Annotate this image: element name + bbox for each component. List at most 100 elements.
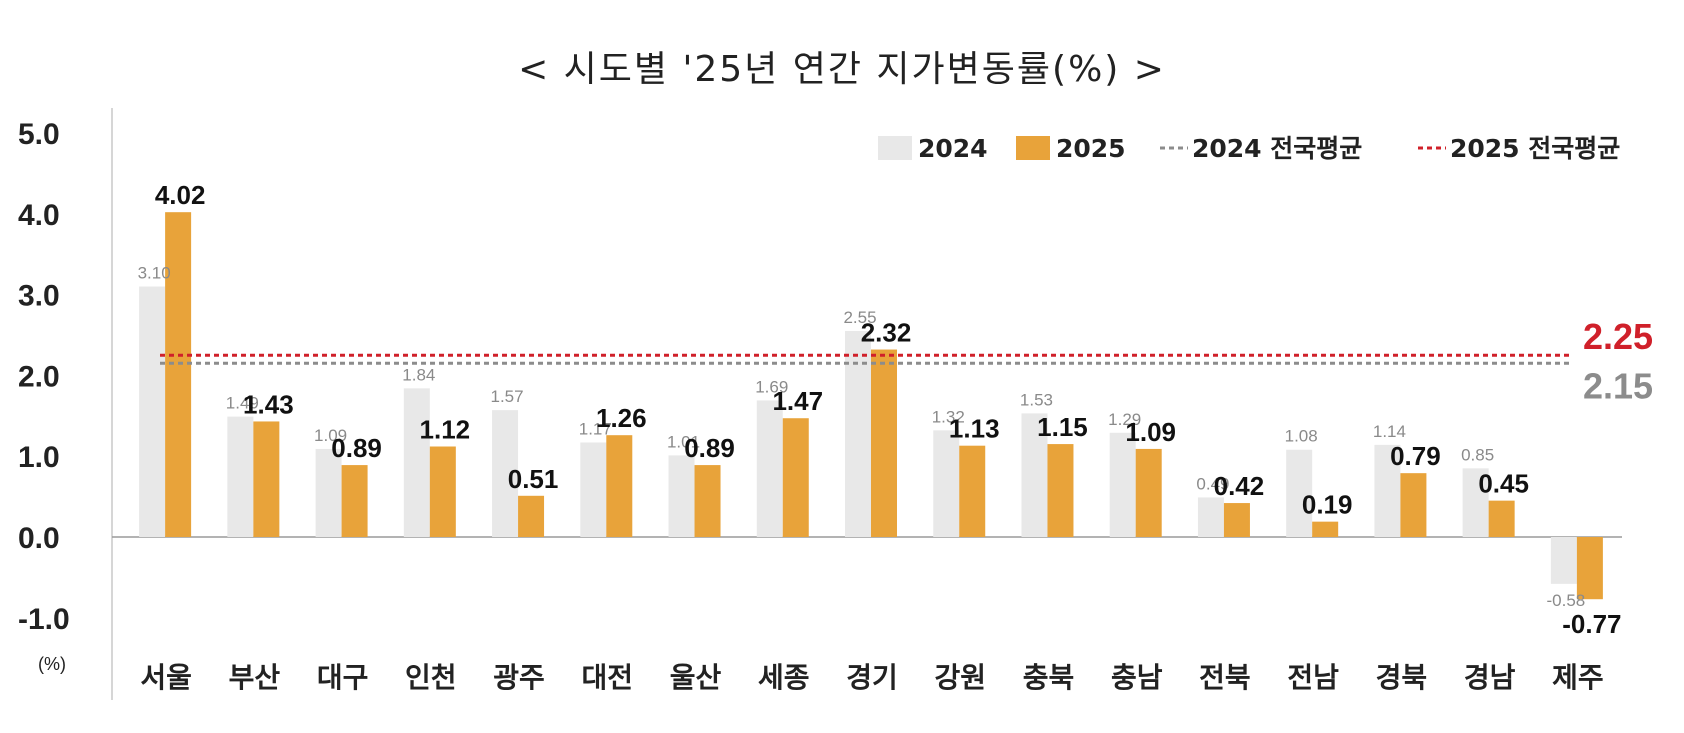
bar-2024 — [1197, 497, 1224, 537]
bar-2025 — [1488, 500, 1515, 537]
data-label-2025: 0.89 — [331, 433, 382, 463]
bar-2025 — [1576, 537, 1603, 600]
data-label-2024: 1.53 — [1020, 390, 1053, 409]
avg-label-2024: 2.15 — [1583, 365, 1653, 406]
x-category-label: 인천 — [405, 661, 457, 694]
bar-2024 — [403, 388, 430, 537]
data-label-2025: 1.13 — [949, 414, 1000, 444]
x-category-label: 충남 — [1111, 661, 1163, 694]
x-category-label: 경기 — [846, 661, 898, 694]
x-category-label: 울산 — [670, 661, 722, 694]
bar-2025 — [606, 435, 633, 537]
data-label-2024: 1.32 — [932, 407, 965, 426]
avg-label-2025: 2.25 — [1583, 316, 1653, 357]
x-category-label: 충북 — [1023, 661, 1075, 694]
bar-2024 — [1550, 537, 1577, 584]
data-label-2024: 1.29 — [1108, 410, 1141, 429]
data-label-2025: 1.43 — [243, 389, 294, 419]
data-label-2024: 1.17 — [579, 419, 612, 438]
data-label-2025: 1.47 — [772, 386, 823, 416]
bar-2025 — [518, 495, 545, 537]
data-label-2025: 0.79 — [1390, 441, 1441, 471]
y-tick-label: 4.0 — [18, 199, 60, 232]
y-tick-label: 1.0 — [18, 441, 60, 474]
legend-label-2025: 2025 — [1056, 134, 1126, 163]
data-label-2024: 1.01 — [667, 432, 700, 451]
chart-bars — [139, 212, 1603, 600]
data-label-2025: 0.89 — [684, 433, 735, 463]
x-category-label: 전북 — [1199, 661, 1251, 694]
data-label-2024: 1.84 — [402, 365, 435, 384]
data-label-2024: 1.08 — [1285, 427, 1318, 446]
bar-2024 — [1286, 449, 1313, 537]
chart-legend: 2024 2025 2024 전국평균 2025 전국평균 — [878, 134, 1620, 163]
data-label-2025: 0.42 — [1214, 471, 1265, 501]
bar-2025 — [694, 465, 721, 537]
bar-2025 — [782, 418, 809, 537]
x-category-label: 강원 — [934, 661, 986, 694]
bar-2025 — [253, 421, 280, 537]
bar-2024 — [139, 286, 166, 537]
data-label-2024: 0.85 — [1461, 445, 1494, 464]
bar-2025 — [429, 446, 456, 537]
bar-2024 — [668, 455, 695, 537]
x-category-label: 대구 — [317, 661, 369, 694]
data-label-2025: 0.19 — [1302, 490, 1353, 520]
y-tick-label: 5.0 — [18, 118, 60, 151]
bar-2024 — [315, 448, 342, 537]
bar-2024 — [1021, 413, 1048, 537]
data-label-2024: 3.10 — [138, 264, 171, 283]
data-label-2025: 2.32 — [861, 318, 912, 348]
bar-2025 — [959, 445, 986, 537]
y-tick-label: -1.0 — [18, 603, 70, 636]
data-label-2025: 0.45 — [1478, 469, 1529, 499]
x-category-label: 경북 — [1376, 661, 1428, 694]
bar-2024 — [1374, 444, 1401, 537]
legend-swatch-2024 — [878, 136, 912, 160]
data-label-2024: 1.69 — [755, 377, 788, 396]
x-category-label: 세종 — [758, 661, 810, 694]
chart-title: < 시도별 '25년 연간 지가변동률(%) > — [518, 49, 1166, 90]
bar-2025 — [871, 349, 897, 537]
legend-label-avg-2025: 2025 전국평균 — [1450, 134, 1620, 163]
bar-2025 — [1312, 521, 1339, 537]
bar-2025 — [165, 212, 192, 537]
data-label-2024: 0.49 — [1196, 474, 1229, 493]
x-category-label: 전남 — [1287, 661, 1339, 694]
data-label-2024: 1.09 — [314, 426, 347, 445]
bar-2024 — [492, 410, 519, 537]
bar-2025 — [1135, 448, 1162, 537]
data-label-2024: 1.57 — [491, 387, 524, 406]
bar-2025 — [1047, 444, 1074, 537]
data-label-2025: -0.77 — [1562, 609, 1621, 639]
legend-label-avg-2024: 2024 전국평균 — [1192, 134, 1362, 163]
legend-swatch-2025 — [1016, 136, 1050, 160]
x-category-label: 대전 — [582, 661, 634, 694]
bar-2024 — [756, 400, 783, 537]
x-category-label: 서울 — [140, 661, 192, 694]
data-label-2025: 1.12 — [420, 415, 471, 445]
bar-2024 — [227, 416, 254, 537]
data-label-2024: -0.58 — [1547, 591, 1586, 610]
bar-2024 — [1462, 468, 1489, 537]
bar-2024 — [845, 330, 871, 537]
data-label-2025: 1.15 — [1037, 412, 1088, 442]
x-category-label: 경남 — [1464, 661, 1516, 694]
data-label-2025: 4.02 — [155, 180, 206, 210]
y-unit-label: (%) — [38, 654, 66, 674]
bar-2024 — [580, 442, 607, 537]
y-tick-label: 3.0 — [18, 280, 60, 313]
data-label-2024: 1.14 — [1373, 422, 1406, 441]
data-label-2025: 1.09 — [1125, 417, 1176, 447]
legend-label-2024: 2024 — [918, 134, 988, 163]
y-tick-label: 0.0 — [18, 522, 60, 555]
x-category-label: 부산 — [229, 661, 281, 694]
data-label-2024: 1.49 — [226, 394, 259, 413]
bar-2024 — [1109, 432, 1136, 537]
data-label-2025: 0.51 — [508, 464, 559, 494]
bar-2025 — [1400, 473, 1427, 537]
bar-2024 — [933, 430, 960, 537]
bar-2025 — [1223, 503, 1250, 537]
bar-2025 — [341, 465, 368, 537]
